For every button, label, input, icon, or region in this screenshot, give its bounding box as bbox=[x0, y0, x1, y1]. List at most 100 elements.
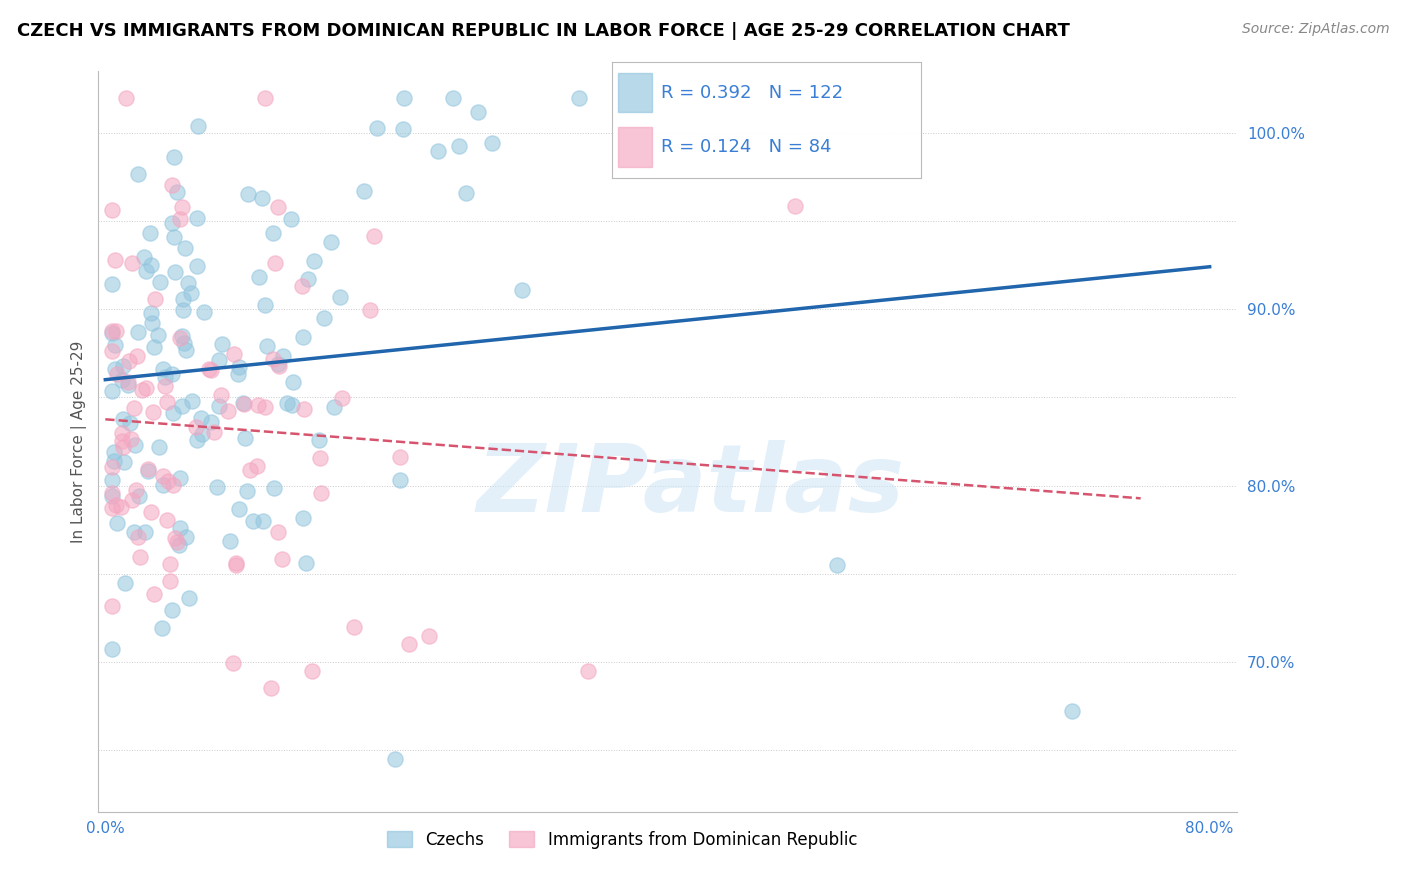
Point bbox=[246, 398, 269, 412]
Point bbox=[292, 510, 315, 524]
Point bbox=[186, 211, 208, 225]
Point bbox=[150, 621, 173, 635]
Point bbox=[101, 384, 124, 399]
Point bbox=[239, 462, 262, 476]
Point bbox=[191, 427, 214, 442]
Point bbox=[105, 324, 128, 338]
Point bbox=[253, 298, 276, 312]
Point bbox=[578, 664, 600, 678]
Point bbox=[236, 186, 259, 201]
Point bbox=[163, 531, 186, 545]
Point bbox=[269, 359, 291, 374]
Point bbox=[156, 474, 179, 488]
Point bbox=[136, 464, 159, 478]
Legend: Czechs, Immigrants from Dominican Republic: Czechs, Immigrants from Dominican Republ… bbox=[381, 824, 863, 855]
Point bbox=[174, 343, 197, 357]
Point bbox=[125, 483, 148, 497]
Point bbox=[111, 373, 134, 387]
Point bbox=[146, 327, 169, 342]
Point bbox=[105, 516, 128, 530]
Point bbox=[128, 489, 150, 503]
Point bbox=[193, 305, 215, 319]
Point bbox=[136, 462, 159, 476]
Y-axis label: In Labor Force | Age 25-29: In Labor Force | Age 25-29 bbox=[72, 341, 87, 542]
Point bbox=[217, 404, 239, 418]
Point bbox=[252, 191, 274, 205]
Point bbox=[101, 485, 124, 500]
Point bbox=[104, 253, 127, 268]
Point bbox=[169, 331, 191, 345]
Text: ZIPatlas: ZIPatlas bbox=[477, 440, 904, 532]
Point bbox=[172, 292, 194, 306]
Point bbox=[366, 121, 388, 136]
Point bbox=[256, 339, 278, 353]
Point bbox=[426, 145, 449, 159]
Point bbox=[228, 368, 250, 382]
Point bbox=[291, 279, 314, 293]
Point bbox=[152, 477, 174, 491]
Point bbox=[122, 525, 145, 540]
Point bbox=[143, 340, 166, 354]
Point bbox=[187, 120, 209, 134]
Point bbox=[235, 484, 257, 499]
Point bbox=[101, 324, 124, 338]
Point bbox=[117, 375, 139, 389]
Point bbox=[118, 353, 141, 368]
Point bbox=[125, 349, 148, 363]
Point bbox=[138, 227, 160, 241]
Text: R = 0.124   N = 84: R = 0.124 N = 84 bbox=[661, 138, 831, 156]
Point bbox=[153, 369, 176, 384]
Point bbox=[219, 533, 242, 548]
Point bbox=[115, 91, 138, 105]
Point bbox=[262, 351, 284, 366]
Point bbox=[162, 478, 184, 492]
Point bbox=[162, 406, 184, 420]
Point bbox=[297, 272, 319, 286]
Point bbox=[173, 241, 195, 255]
Point bbox=[160, 603, 183, 617]
Point bbox=[384, 752, 406, 766]
Point bbox=[267, 200, 290, 214]
Point bbox=[166, 534, 188, 549]
Point bbox=[169, 471, 191, 485]
Point bbox=[260, 681, 283, 696]
Point bbox=[353, 184, 375, 198]
Point bbox=[202, 425, 225, 440]
Point bbox=[160, 178, 183, 193]
Point bbox=[392, 121, 415, 136]
Point bbox=[101, 277, 124, 291]
Point bbox=[222, 656, 245, 670]
Point bbox=[454, 186, 477, 200]
Point bbox=[253, 400, 276, 414]
Point bbox=[170, 328, 193, 343]
Point bbox=[103, 445, 125, 459]
Point bbox=[200, 415, 222, 429]
Point bbox=[283, 375, 305, 389]
Point bbox=[143, 587, 166, 601]
Point bbox=[122, 401, 145, 415]
Point bbox=[101, 489, 124, 503]
Point bbox=[118, 416, 141, 430]
Point bbox=[205, 480, 228, 494]
Point bbox=[134, 250, 156, 264]
Point bbox=[180, 394, 202, 409]
FancyBboxPatch shape bbox=[617, 128, 652, 167]
Point bbox=[467, 104, 489, 119]
Point bbox=[134, 524, 156, 539]
Point bbox=[177, 276, 200, 290]
Point bbox=[180, 286, 202, 301]
Point bbox=[343, 620, 366, 634]
Point bbox=[163, 264, 186, 278]
Point bbox=[308, 433, 330, 447]
Point bbox=[111, 434, 134, 448]
Point bbox=[139, 505, 162, 519]
Point bbox=[302, 254, 325, 268]
Point bbox=[280, 212, 302, 227]
Point bbox=[198, 361, 221, 376]
Point bbox=[101, 642, 124, 657]
Point bbox=[225, 558, 247, 573]
Point bbox=[127, 529, 149, 543]
Point bbox=[262, 226, 284, 240]
Point bbox=[143, 292, 166, 306]
Point bbox=[101, 501, 124, 516]
